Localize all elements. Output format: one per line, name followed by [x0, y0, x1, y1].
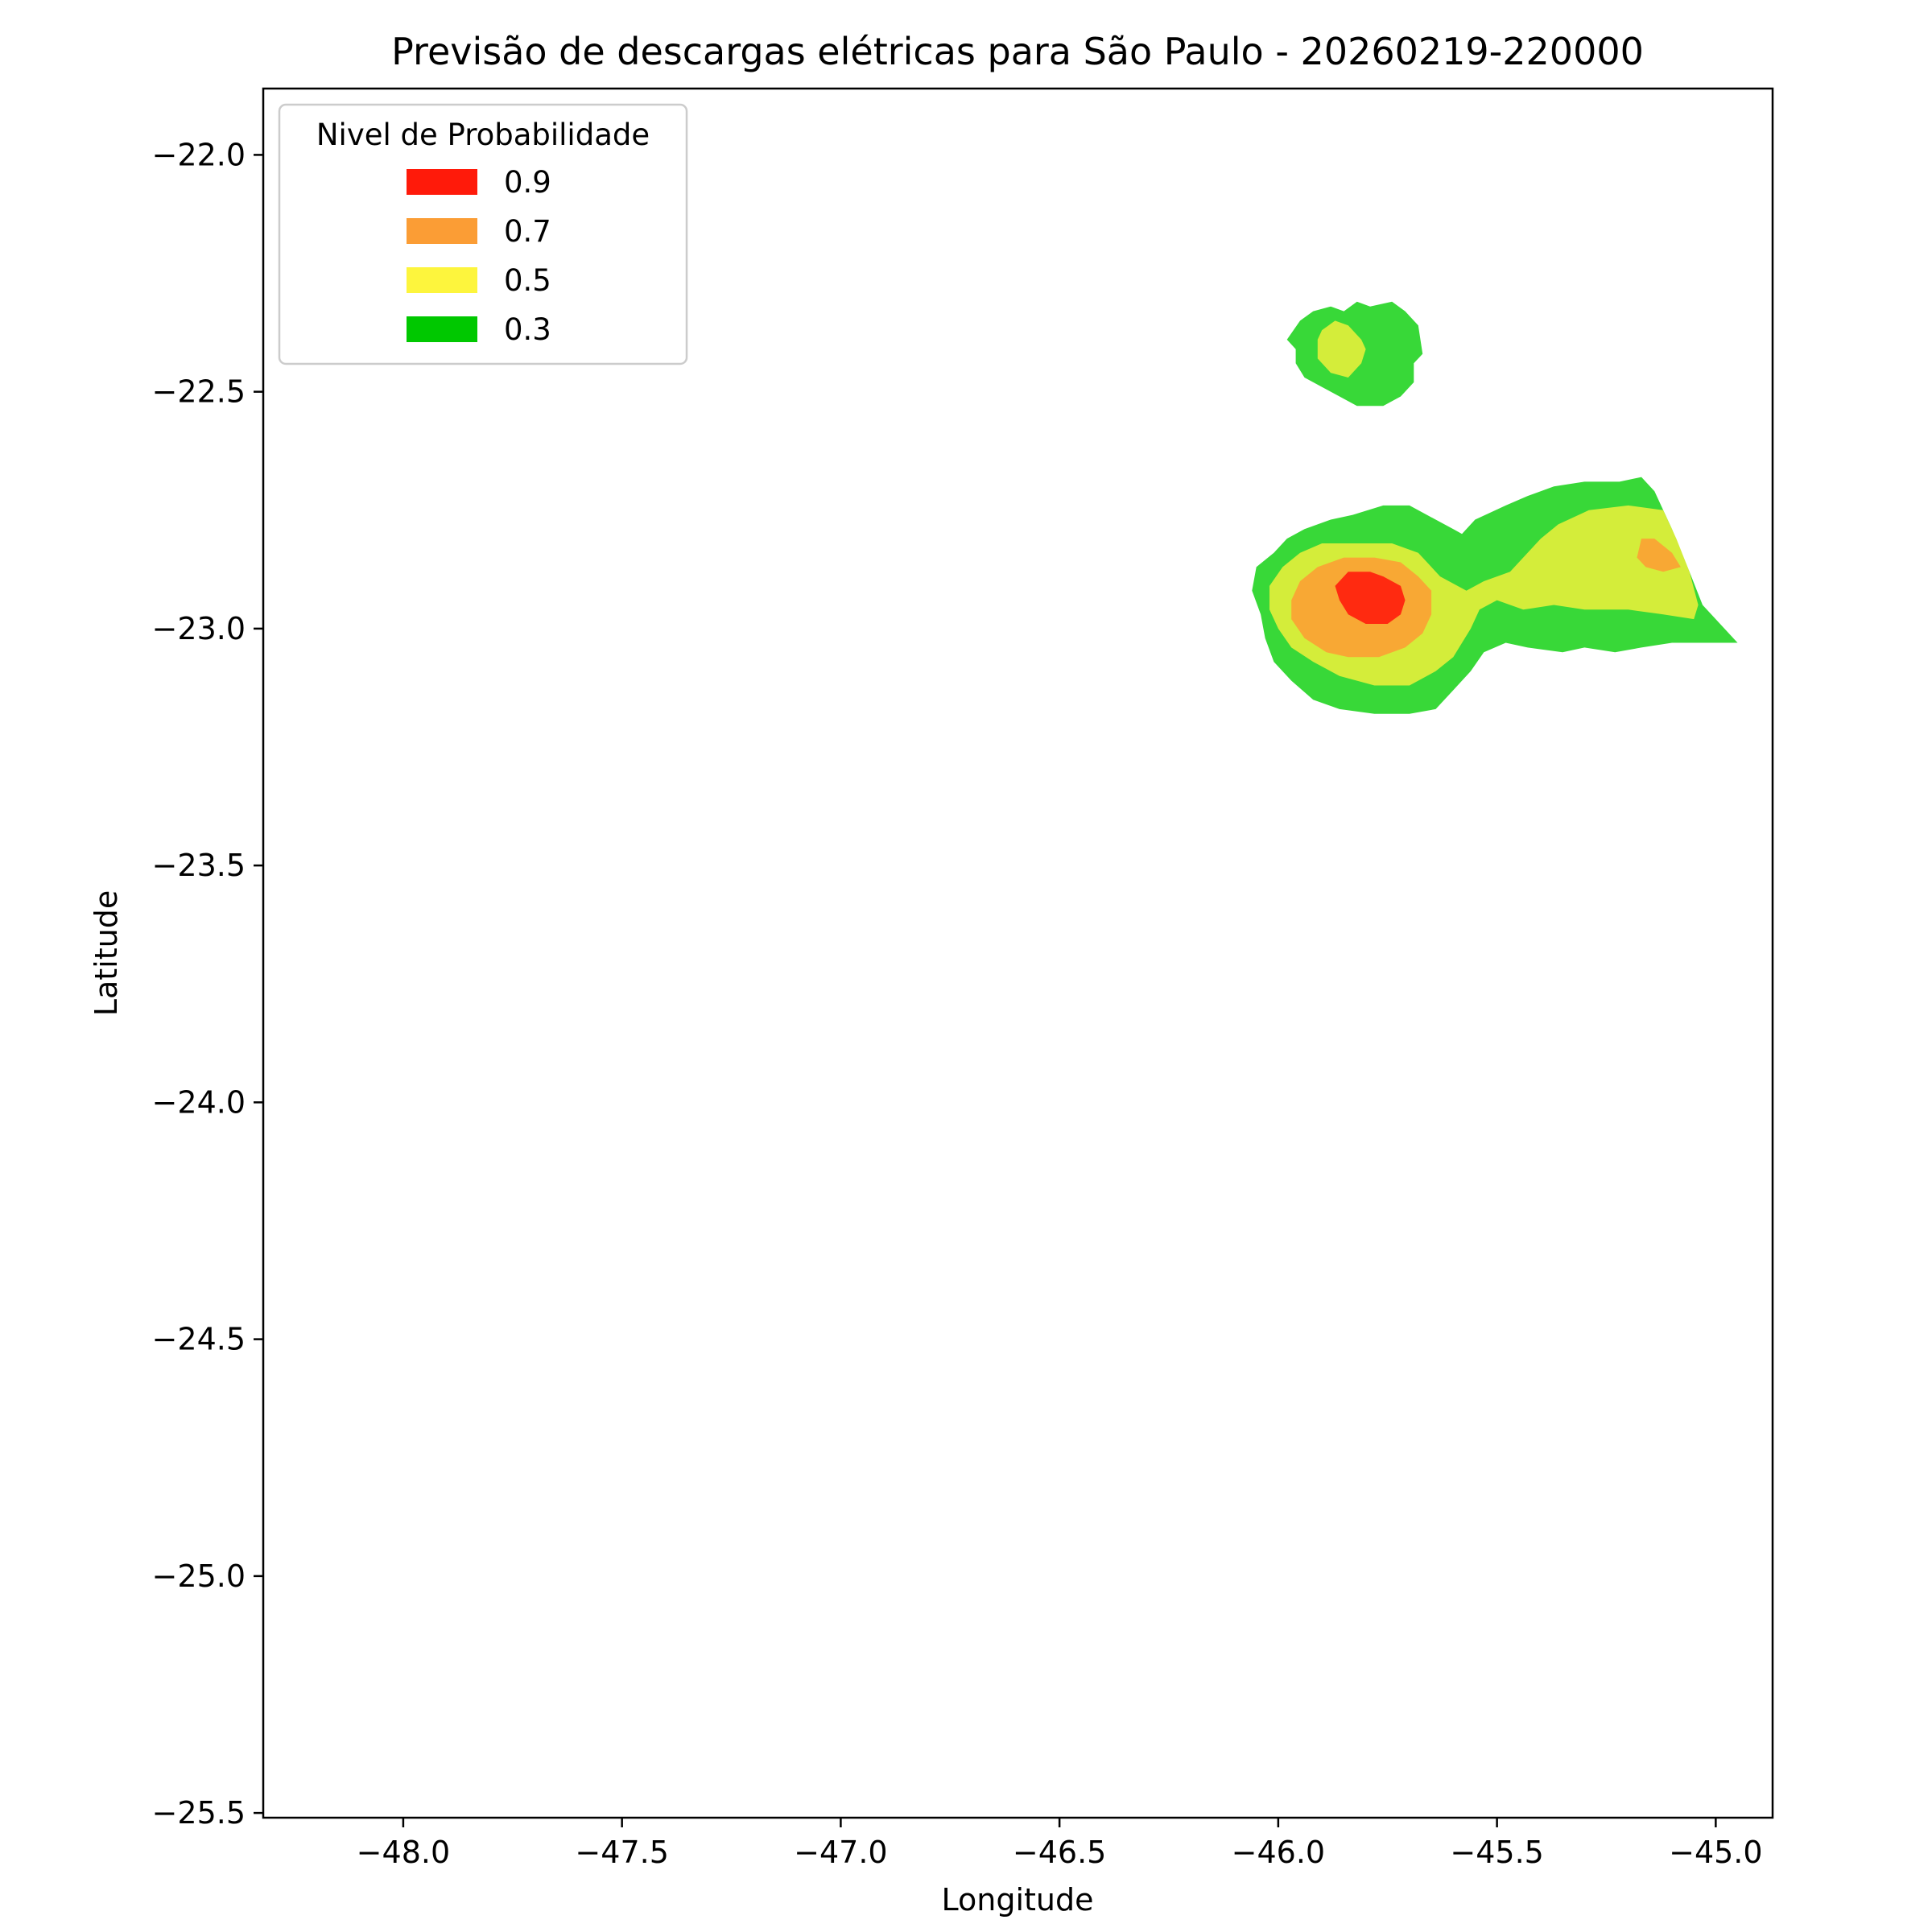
legend-title: Nivel de Probabilidade: [316, 118, 650, 152]
x-tick-label: −46.5: [1013, 1835, 1106, 1870]
legend-swatch: [407, 316, 477, 342]
x-tick-label: −45.5: [1450, 1835, 1543, 1870]
legend: Nivel de Probabilidade 0.9 0.7 0.5 0.3: [278, 103, 688, 365]
contour-regions: [1252, 301, 1738, 714]
y-tick-label: −22.0: [152, 137, 246, 172]
x-tick-label: −47.0: [794, 1835, 887, 1870]
legend-label: 0.9: [504, 165, 551, 200]
legend-frame: [278, 103, 688, 365]
x-tick-label: −45.0: [1669, 1835, 1762, 1870]
x-tick-label: −46.0: [1232, 1835, 1325, 1870]
y-tick-label: −23.5: [152, 848, 246, 883]
legend-swatch: [407, 169, 477, 195]
legend-label: 0.7: [504, 214, 551, 249]
contour-region-0-7: [1637, 539, 1681, 572]
plot-frame: [262, 87, 1774, 1819]
plot-area: [263, 89, 1773, 1818]
y-tick-label: −23.0: [152, 611, 246, 646]
legend-swatch: [407, 267, 477, 293]
x-tick-label: −47.5: [575, 1835, 668, 1870]
x-tick-label: −48.0: [357, 1835, 450, 1870]
y-axis-label: Latitude: [89, 890, 124, 1016]
legend-label: 0.3: [504, 312, 551, 347]
contour-region-0-9: [1335, 572, 1406, 624]
x-axis: −48.0 −47.5 −47.0 −46.5 −46.0 −45.5 −45.0: [357, 1818, 1763, 1870]
y-tick-label: −24.5: [152, 1322, 246, 1357]
legend-swatch: [407, 218, 477, 244]
legend-entries: 0.9 0.7 0.5 0.3: [407, 165, 551, 347]
y-tick-label: −22.5: [152, 374, 246, 410]
y-axis: −22.0 −22.5 −23.0 −23.5 −24.0 −24.5 −25.0 −25.5: [152, 137, 263, 1831]
chart-title: Previsão de descargas elétricas para São…: [391, 30, 1644, 73]
y-tick-label: −24.0: [152, 1084, 246, 1120]
x-axis-label: Longitude: [942, 1882, 1094, 1918]
legend-label: 0.5: [504, 263, 551, 298]
contour-region-0-5: [1317, 320, 1366, 378]
y-tick-label: −25.0: [152, 1558, 246, 1594]
y-tick-label: −25.5: [152, 1795, 246, 1831]
